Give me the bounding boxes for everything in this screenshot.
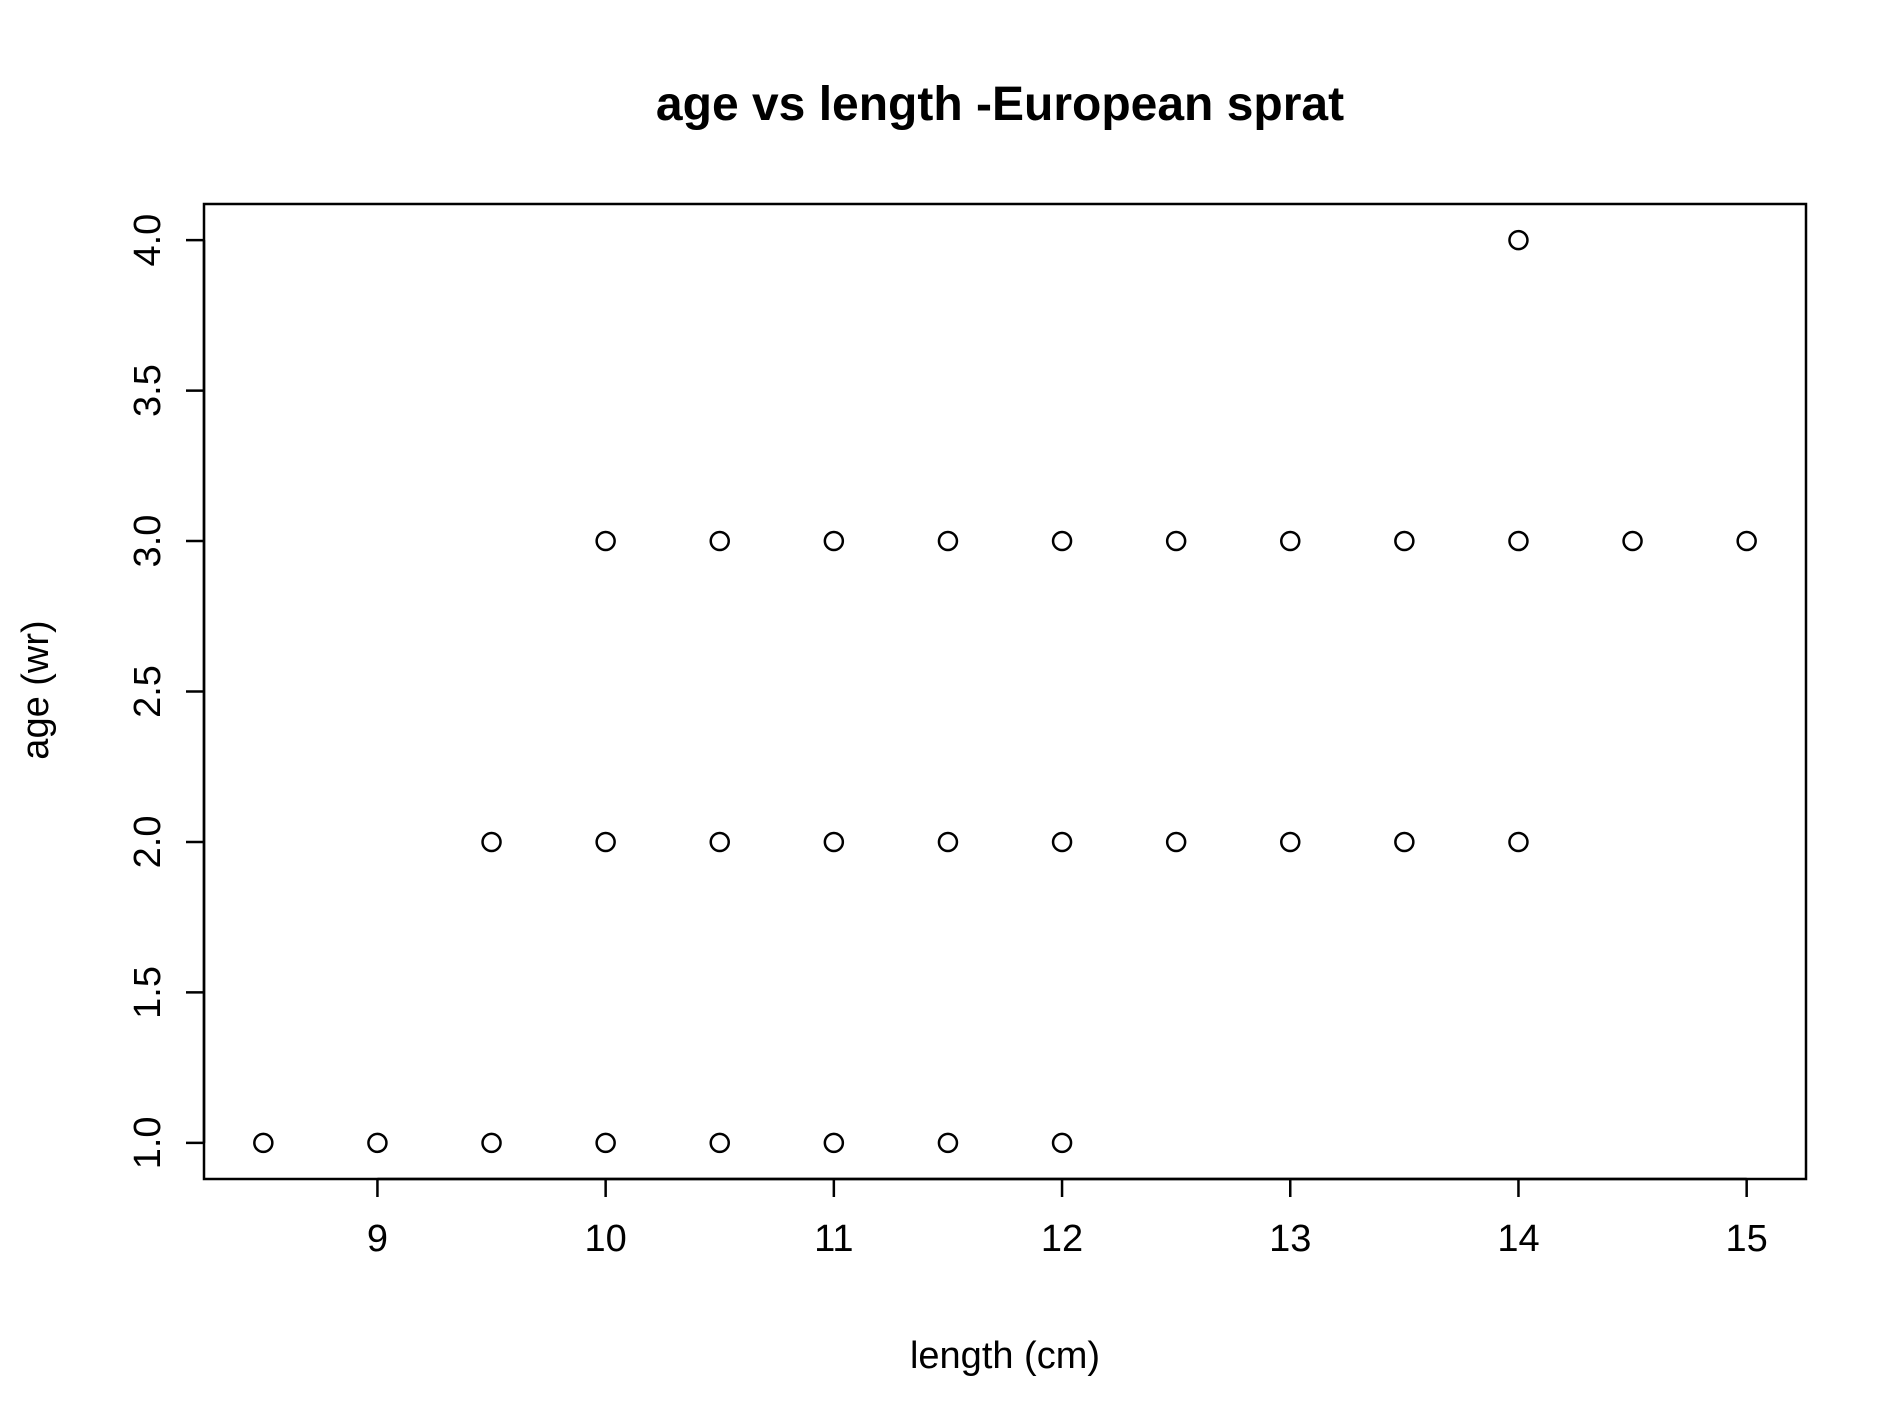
data-point (709, 1132, 730, 1154)
y-tick-label: 3.5 (127, 364, 169, 417)
x-tick-label: 12 (1041, 1218, 1083, 1260)
data-point (481, 831, 502, 853)
data-point (823, 831, 845, 853)
data-point (1394, 530, 1415, 552)
x-tick-label: 15 (1726, 1218, 1768, 1260)
data-point (937, 1132, 959, 1154)
data-points (253, 229, 1757, 1154)
data-point (937, 831, 959, 853)
data-point (595, 1132, 616, 1154)
x-tick-label: 14 (1497, 1218, 1539, 1260)
data-point (1165, 530, 1187, 552)
y-tick-label: 4.0 (127, 214, 169, 267)
data-point (367, 1132, 388, 1154)
data-point (1508, 831, 1529, 853)
data-point (1394, 831, 1415, 853)
data-point (1165, 831, 1187, 853)
x-axis: 9 10 11 12 13 14 15 (367, 1177, 1768, 1260)
data-point (709, 831, 730, 853)
y-tick-label: 1.0 (127, 1116, 169, 1169)
data-point (709, 530, 730, 552)
x-axis-label: length (cm) (910, 1335, 1100, 1377)
chart-title: age vs length -European sprat (656, 78, 1344, 131)
x-tick-label: 10 (585, 1218, 627, 1260)
x-tick-label: 13 (1269, 1218, 1311, 1260)
data-point (1508, 229, 1529, 251)
data-point (595, 831, 616, 853)
y-axis-label: age (wr) (15, 620, 57, 759)
y-tick-label: 2.5 (127, 665, 169, 718)
data-point (1051, 530, 1073, 552)
data-point (1736, 530, 1757, 552)
data-point (1051, 1132, 1073, 1154)
data-point (481, 1132, 502, 1154)
data-point (1051, 831, 1073, 853)
x-tick-label: 11 (814, 1218, 853, 1260)
y-tick-label: 1.5 (127, 966, 169, 1019)
x-tick-label: 9 (367, 1218, 388, 1260)
data-point (595, 530, 616, 552)
data-point (823, 1132, 845, 1154)
y-tick-label: 2.0 (127, 816, 169, 869)
plot-frame (202, 202, 1808, 1181)
y-tick-label: 3.0 (127, 515, 169, 568)
data-point (1622, 530, 1643, 552)
data-point (1280, 530, 1301, 552)
data-point (823, 530, 845, 552)
data-point (1280, 831, 1301, 853)
y-axis: 1.0 1.5 2.0 2.5 3.0 3.5 4.0 (127, 214, 206, 1169)
data-point (253, 1132, 274, 1154)
data-point (1508, 530, 1529, 552)
data-point (937, 530, 959, 552)
